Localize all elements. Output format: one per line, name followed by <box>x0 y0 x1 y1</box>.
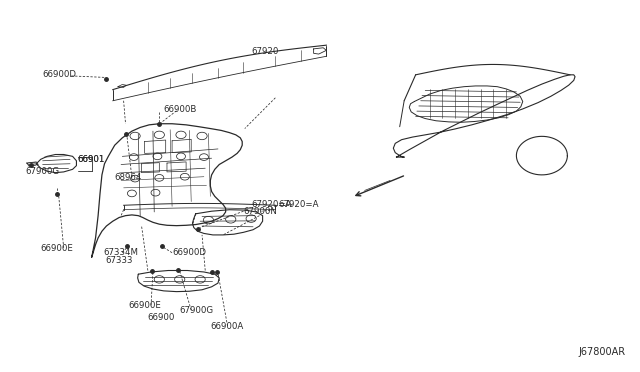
Text: 67900G: 67900G <box>26 167 60 176</box>
Text: 68964: 68964 <box>115 173 142 182</box>
Text: 66900B: 66900B <box>164 105 197 114</box>
Text: 66901: 66901 <box>77 155 105 164</box>
Text: 66900: 66900 <box>148 313 175 322</box>
Text: 66901: 66901 <box>77 155 105 164</box>
Text: J67800AR: J67800AR <box>579 347 626 357</box>
Text: 66900A: 66900A <box>211 322 244 331</box>
Text: 67900G: 67900G <box>180 306 214 315</box>
Text: 66900E: 66900E <box>129 301 161 310</box>
Text: 67333: 67333 <box>105 256 132 264</box>
Text: 66900D: 66900D <box>43 70 77 79</box>
Text: 66900D: 66900D <box>172 248 206 257</box>
Text: 67900N: 67900N <box>243 207 277 216</box>
Text: 67334M: 67334M <box>103 248 138 257</box>
Text: 67920=A: 67920=A <box>278 200 319 209</box>
Text: 67920=A: 67920=A <box>251 200 292 209</box>
Text: 66900E: 66900E <box>41 244 74 253</box>
Text: 67920: 67920 <box>251 47 278 56</box>
